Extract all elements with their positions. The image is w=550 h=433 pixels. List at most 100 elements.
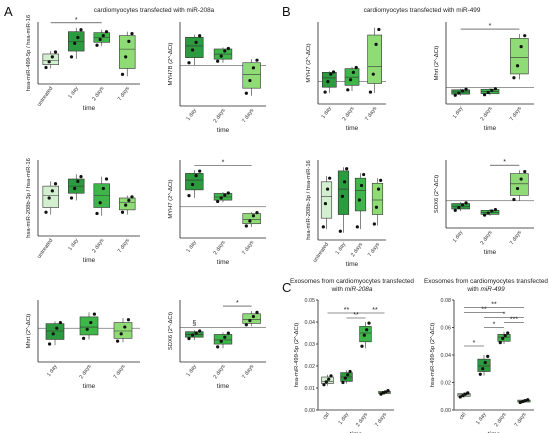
data-point bbox=[493, 208, 497, 212]
data-point bbox=[501, 336, 505, 341]
x-axis-label: time bbox=[346, 261, 359, 268]
data-point bbox=[503, 334, 507, 338]
y-axis-label: MYH7B (2^-ΔCt) bbox=[168, 42, 174, 85]
y-axis-label: hsa-miR-499-5p (2^-ΔCt) bbox=[430, 323, 436, 388]
x-tick-label: 1 day bbox=[475, 411, 488, 425]
data-point bbox=[331, 70, 336, 74]
data-point bbox=[323, 202, 328, 206]
data-point bbox=[248, 319, 252, 323]
data-point bbox=[120, 210, 125, 214]
y-axis-label: Mhrt (2^-ΔCt) bbox=[434, 46, 440, 81]
section-mark: § bbox=[192, 320, 196, 327]
title-c2-italic: miR-499 bbox=[480, 286, 505, 293]
data-point bbox=[223, 49, 227, 53]
x-tick-label: 1 day bbox=[46, 363, 59, 377]
data-point bbox=[523, 34, 527, 38]
data-point bbox=[76, 179, 80, 183]
x-tick-label: 7 days bbox=[514, 411, 528, 428]
box-7-days bbox=[113, 322, 133, 339]
x-tick-label: 2 days bbox=[213, 107, 227, 124]
data-point bbox=[519, 177, 523, 181]
data-point bbox=[89, 320, 93, 325]
x-tick-label: 2 days bbox=[91, 237, 105, 254]
box-2-days bbox=[79, 316, 99, 336]
data-point bbox=[79, 175, 83, 179]
data-point bbox=[486, 354, 490, 358]
data-point bbox=[374, 42, 378, 46]
x-axis-label: time bbox=[484, 125, 497, 132]
data-point bbox=[481, 367, 485, 371]
x-tick-label: 7 days bbox=[117, 85, 131, 102]
box-1-day bbox=[185, 173, 204, 191]
x-tick-label: 7 days bbox=[367, 241, 381, 258]
data-point bbox=[127, 198, 131, 202]
data-point bbox=[359, 183, 364, 188]
data-point bbox=[58, 320, 63, 325]
panel-label-a: A bbox=[4, 4, 13, 19]
data-point bbox=[48, 342, 52, 346]
box-7-days bbox=[510, 173, 529, 196]
x-tick-label: untreated bbox=[36, 238, 54, 260]
data-point bbox=[123, 325, 127, 329]
box-1-day bbox=[337, 170, 350, 215]
title-c2-prefix: with bbox=[466, 286, 480, 293]
chart-c2: 0.00 0.02 0.04 0.06 0.08 ctrl 1 day 2 days 7 day… bbox=[430, 298, 534, 433]
significance-label: ** bbox=[481, 307, 487, 314]
data-point bbox=[512, 197, 516, 202]
data-point bbox=[386, 389, 390, 393]
data-point bbox=[69, 196, 74, 200]
data-point bbox=[219, 54, 223, 58]
data-point bbox=[348, 369, 352, 374]
x-axis-label: time bbox=[484, 249, 497, 256]
chart-b4: 1 day 2 days 7 days * SOX6 (2^-ΔCt) time bbox=[434, 159, 534, 256]
chart-b1: 1 day 2 days 7 days MYH7 (2^-ΔCt) time bbox=[306, 22, 386, 132]
data-point bbox=[101, 186, 105, 191]
y-tick-label: 0.04 bbox=[441, 353, 452, 359]
data-point bbox=[453, 93, 457, 97]
x-tick-label: 2 days bbox=[480, 105, 494, 122]
x-tick-label: 2 days bbox=[355, 411, 369, 428]
data-point bbox=[345, 167, 349, 171]
significance-label: *** bbox=[510, 317, 518, 324]
chart-a3: untreated 1 day 2 days 7 days hsa-miR-208b-3… bbox=[26, 158, 140, 264]
box-untreated bbox=[320, 181, 333, 219]
significance-label: ** bbox=[353, 312, 359, 319]
data-point bbox=[198, 169, 202, 173]
data-point bbox=[357, 198, 362, 202]
data-point bbox=[190, 182, 195, 187]
chart-c1: 0.00 0.01 0.02 0.03 0.04 0.05 ctrl 1 day 2 days 7… bbox=[294, 298, 394, 433]
data-point bbox=[340, 194, 345, 198]
data-point bbox=[51, 332, 55, 336]
data-point bbox=[506, 331, 510, 335]
data-point bbox=[248, 78, 252, 83]
data-point bbox=[95, 211, 99, 216]
chart-b3: untreated 1 day 2 days 7 days hsa-miR-208b-3… bbox=[306, 160, 386, 268]
data-point bbox=[223, 335, 227, 339]
data-point bbox=[44, 65, 48, 70]
data-point bbox=[226, 46, 230, 51]
x-axis-label: time bbox=[83, 257, 96, 264]
data-point bbox=[244, 224, 248, 228]
title-c2-line2: with miR-499 bbox=[466, 286, 505, 293]
data-point bbox=[327, 377, 331, 381]
x-tick-label: untreated bbox=[312, 242, 330, 264]
data-point bbox=[322, 383, 326, 387]
data-point bbox=[187, 61, 191, 65]
title-b: cardiomyocytes transfected with miR-499 bbox=[364, 7, 481, 14]
data-point bbox=[526, 398, 530, 402]
chart-a6: 1 day 2 days 7 days § * SDX6 (2^-ΔCt) time bbox=[168, 300, 266, 390]
data-point bbox=[98, 201, 102, 205]
x-tick-label: 7 days bbox=[241, 239, 255, 256]
x-tick-label: 7 days bbox=[241, 107, 255, 124]
data-point bbox=[338, 229, 342, 233]
data-point bbox=[458, 395, 462, 399]
data-point bbox=[376, 187, 381, 191]
x-tick-label: 7 days bbox=[509, 229, 523, 246]
chart-a1: untreated 1 day 2 days 7 days * hsa-miR-499-5… bbox=[26, 15, 140, 112]
data-point bbox=[251, 66, 256, 70]
data-point bbox=[453, 208, 457, 212]
box-2-days bbox=[213, 334, 233, 345]
data-point bbox=[464, 87, 468, 91]
data-point bbox=[79, 28, 83, 32]
y-axis-label: SOX6 (2^-ΔCt) bbox=[434, 175, 440, 214]
